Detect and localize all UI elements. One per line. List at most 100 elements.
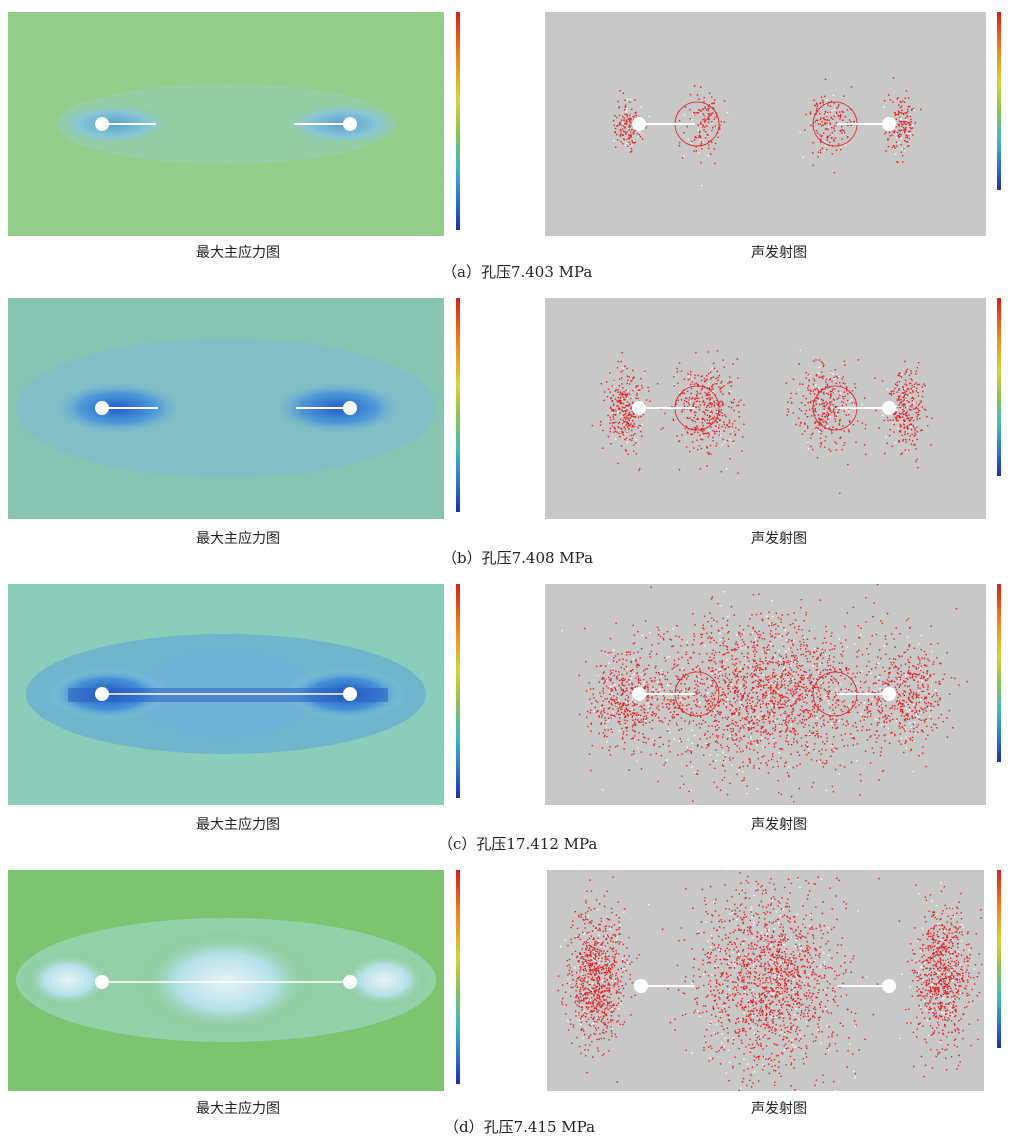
stress-colorbar-a — [456, 12, 460, 230]
ae-event-dot — [898, 673, 899, 674]
ae-event-dot — [630, 98, 631, 99]
ae-event-dot — [708, 699, 709, 700]
ae-event-dot — [887, 717, 888, 718]
ae-event-dot — [712, 412, 713, 413]
ae-event-dot — [833, 736, 834, 737]
ae-event-dot — [731, 402, 732, 403]
ae-event-dot — [762, 661, 763, 662]
ae-event-dot — [795, 659, 796, 660]
ae-event-dot — [758, 683, 759, 684]
ae-event-dot — [752, 675, 753, 676]
ae-event-dot — [834, 724, 835, 725]
ae-event-dot — [743, 779, 744, 780]
ae-event-dot — [784, 696, 785, 697]
ae-event-dot — [727, 677, 728, 678]
ae-event-dot — [629, 136, 630, 137]
ae-event-dot — [757, 731, 758, 732]
ae-event-dot — [706, 407, 707, 408]
ae-event-dot — [768, 743, 769, 744]
ae-event-dot — [793, 801, 794, 802]
ae-event-dot — [904, 361, 905, 362]
ae-event-dot — [958, 684, 959, 685]
ae-event-dot — [834, 388, 835, 389]
ae-event-dot — [912, 417, 913, 418]
ae-event-dot — [618, 400, 619, 401]
ae-event-dot — [714, 99, 715, 100]
ae-event-dot — [789, 681, 790, 682]
ae-event-dot — [683, 403, 684, 404]
ae-event-dot — [876, 633, 877, 634]
ae-event-dot — [659, 674, 660, 675]
ae-event-dot — [631, 144, 632, 145]
ae-event-dot — [632, 402, 633, 403]
ae-event-dot — [600, 696, 601, 697]
ae-event-dot — [774, 655, 775, 656]
ae-event-dot — [696, 398, 697, 399]
ae-event-dot — [906, 441, 907, 442]
ae-event-dot — [734, 669, 735, 670]
ae-event-dot — [751, 716, 752, 717]
ae-event-dot — [684, 400, 685, 401]
ae-event-dot — [870, 735, 871, 736]
ae-event-dot — [612, 715, 613, 716]
ae-event-dot — [603, 692, 604, 693]
ae-event-dot — [716, 383, 717, 384]
ae-event-dot — [708, 122, 709, 123]
ae-event-dot — [869, 737, 870, 738]
ae-event-dot — [857, 730, 858, 731]
ae-event-dot — [638, 722, 639, 723]
ae-event-dot — [642, 635, 643, 636]
ae-event-dot — [672, 698, 673, 699]
ae-event-dot — [838, 143, 839, 144]
ae-event-dot — [828, 413, 829, 414]
ae-event-dot — [630, 144, 631, 145]
ae-event-dot — [702, 401, 703, 402]
ae-event-dot — [823, 102, 824, 103]
ae-event-dot — [924, 698, 925, 699]
ae-event-dot — [742, 761, 743, 762]
ae-event-dot — [911, 121, 912, 122]
ae-event-dot — [826, 741, 827, 742]
ae-event-dot — [902, 693, 903, 694]
ae-event-dot — [898, 142, 899, 143]
ae-event-dot — [693, 720, 694, 721]
ae-event-dot — [785, 673, 786, 674]
ae-event-dot — [643, 742, 644, 743]
ae-event-dot — [813, 378, 814, 379]
ae-event-dot — [579, 714, 580, 715]
ae-event-dot — [923, 712, 924, 713]
ae-event-dot — [823, 366, 824, 367]
ae-event-dot — [637, 719, 638, 720]
ae-event-dot — [822, 657, 823, 658]
ae-event-dot — [641, 436, 642, 437]
ae-event-dot — [744, 735, 745, 736]
ae-event-dot — [647, 696, 648, 697]
ae-event-dot — [851, 399, 852, 400]
ae-event-dot — [828, 698, 829, 699]
ae-event-dot — [903, 127, 904, 128]
ae-event-dot — [632, 712, 633, 713]
ae-event-dot — [728, 693, 729, 694]
ae-event-dot — [903, 414, 904, 415]
ae-event-dot — [867, 709, 868, 710]
ae-event-dot — [717, 412, 718, 413]
ae-event-dot — [663, 639, 664, 640]
ae-event-dot — [803, 395, 804, 396]
ae-event-dot — [923, 691, 924, 692]
ae-event-dot — [821, 663, 822, 664]
ae-event-dot — [932, 664, 933, 665]
ae-event-dot — [933, 661, 934, 662]
ae-event-dot — [759, 720, 760, 721]
ae-event-dot — [947, 736, 948, 737]
ae-event-dot — [628, 126, 629, 127]
ae-event-dot — [684, 698, 685, 699]
ae-event-dot — [829, 673, 830, 674]
ae-event-dot — [646, 399, 647, 400]
ae-event-dot — [697, 665, 698, 666]
ae-event-dot — [908, 661, 909, 662]
ae-event-dot — [699, 435, 700, 436]
ae-event-dot — [676, 714, 677, 715]
ae-event-dot — [630, 651, 631, 652]
ae-event-dot — [892, 147, 893, 148]
ae-event-dot — [800, 644, 801, 645]
